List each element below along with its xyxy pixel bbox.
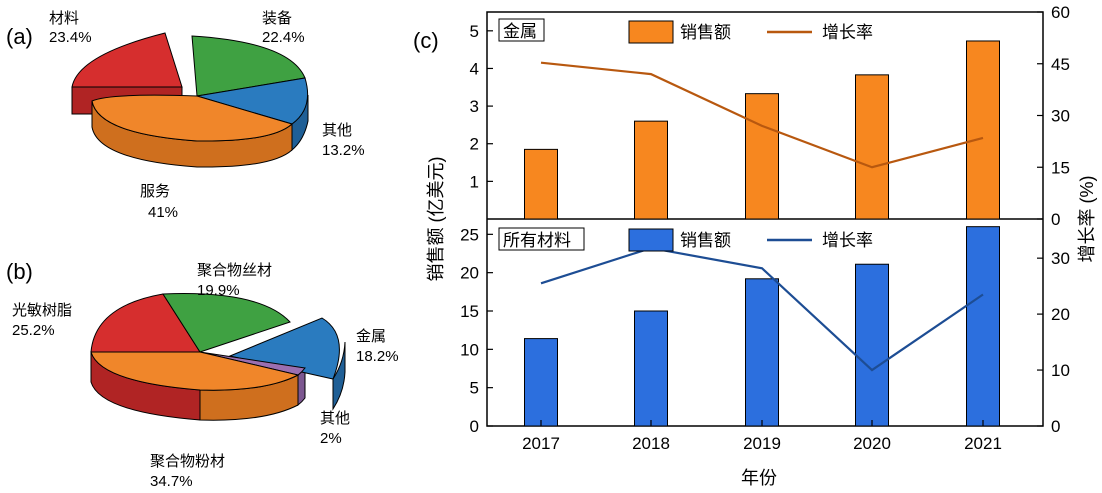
pie-b-label-metal-value: 18.2% (356, 348, 399, 365)
y-tick-right-label: 45 (1051, 55, 1070, 74)
pie-b-label-filament-name: 聚合物丝材 (197, 262, 272, 279)
pie-a-label-services-value: 41% (148, 204, 178, 221)
panel-label-b: (b) (6, 259, 33, 284)
pie-chart-b: 聚合物丝材 19.9% 光敏树脂 25.2% 金属 18.2% 其他 2% 聚合… (12, 262, 399, 490)
pie-a-slice-materials (71, 32, 183, 88)
bar-all-2021 (966, 226, 1000, 427)
legend-swatch-bar-top (628, 20, 674, 44)
y-tick-left-label: 1 (470, 172, 479, 191)
legend-bar-label-top: 销售额 (680, 23, 731, 42)
pie-b-label-powder-name: 聚合物粉材 (150, 453, 225, 470)
panel-label-c: (c) (413, 28, 439, 53)
pie-b-label-filament-value: 19.9% (197, 282, 240, 299)
y-tick-right-label: 30 (1051, 249, 1070, 268)
y-axis-title-left: 销售额 (亿美元) (426, 157, 446, 282)
x-tick-label-2017: 2017 (522, 434, 560, 453)
pie-a-label-other-name: 其他 (322, 122, 352, 139)
legend-line-label-top: 增长率 (822, 23, 873, 42)
bar-metal-2020 (855, 74, 889, 220)
legend-line-label-bottom: 增长率 (822, 231, 873, 250)
y-tick-left-label: 20 (460, 264, 479, 283)
bar-metal-2017 (524, 148, 558, 220)
y-tick-left-label: 5 (470, 22, 479, 41)
y-tick-left-label: 15 (460, 302, 479, 321)
bar-all-2017 (524, 338, 558, 427)
legend-bottom: 所有材料 销售额 增长率 (498, 227, 873, 252)
y-tick-right-label: 0 (1051, 417, 1060, 436)
y-tick-left-label: 3 (470, 97, 479, 116)
legend-title-box-top (498, 18, 545, 42)
y-tick-left-label: 4 (470, 59, 479, 78)
x-tick-label-2021: 2021 (964, 434, 1002, 453)
y-tick-left-label: 0 (470, 417, 479, 436)
y-tick-right-label: 30 (1051, 107, 1070, 126)
pie-a-label-equipment-name: 装备 (262, 10, 292, 27)
legend-top: 金属 销售额 增长率 (498, 18, 873, 44)
y-tick-left-label: 25 (460, 225, 479, 244)
legend-bar-label-bottom: 销售额 (680, 231, 731, 250)
x-axis-title: 年份 (741, 468, 777, 488)
x-tick-label-2020: 2020 (853, 434, 891, 453)
panel-label-a: (a) (6, 24, 33, 49)
pie-b-slice-metal (228, 317, 340, 380)
pie-b-label-metal-name: 金属 (356, 328, 386, 345)
y-tick-right-label: 60 (1051, 3, 1070, 22)
growth-line-all (540, 246, 984, 372)
pie-a-label-materials-value: 23.4% (49, 29, 92, 46)
pie-b-metal-side (332, 341, 346, 411)
bar-all-2019 (745, 278, 779, 427)
pie-b-slice-filament (162, 293, 291, 353)
legend-title-bottom: 所有材料 (503, 231, 571, 250)
x-tick-label-2018: 2018 (632, 434, 670, 453)
bar-all-2018 (634, 310, 668, 427)
y-tick-right-label: 0 (1051, 210, 1060, 229)
pie-b-slice-powder (90, 351, 300, 391)
bar-metal-2018 (634, 120, 668, 220)
bar-all-2020 (855, 263, 889, 427)
legend-title-top: 金属 (503, 22, 537, 41)
y-tick-left-label: 2 (470, 135, 479, 154)
pie-b-label-resin-name: 光敏树脂 (12, 302, 72, 319)
y-tick-right-label: 20 (1051, 305, 1070, 324)
pie-b-label-resin-value: 25.2% (12, 322, 55, 339)
bar-metal-2019 (745, 93, 779, 220)
legend-title-box-bottom (498, 227, 585, 251)
y-tick-right-label: 15 (1051, 158, 1070, 177)
pie-a-label-services-name: 服务 (140, 183, 170, 200)
y-tick-right-label: 10 (1051, 361, 1070, 380)
pie-b-slice-resin (90, 293, 201, 353)
pie-a-slice-services (91, 94, 294, 142)
pie-b-label-other-name: 其他 (320, 410, 350, 427)
pie-b-label-other-value: 2% (320, 430, 342, 447)
y-tick-left-label: 5 (470, 379, 479, 398)
pie-a-label-materials-name: 材料 (49, 10, 79, 27)
y-tick-left-label: 10 (460, 340, 479, 359)
growth-line-metal (540, 61, 984, 169)
bar-metal-2021 (966, 40, 1000, 220)
pie-a-label-other-value: 13.2% (322, 142, 365, 159)
y-axis-title-right: 增长率 (%) (1077, 176, 1097, 263)
x-tick-label-2019: 2019 (743, 434, 781, 453)
pie-chart-a: 材料 23.4% 装备 22.4% 其他 13.2% 服务 41% (49, 10, 365, 221)
pie-a-label-equipment-value: 22.4% (262, 29, 305, 46)
pie-a-slice-equipment (191, 35, 306, 97)
legend-swatch-bar-bottom (628, 228, 674, 252)
pie-b-label-powder-value: 34.7% (150, 473, 193, 490)
